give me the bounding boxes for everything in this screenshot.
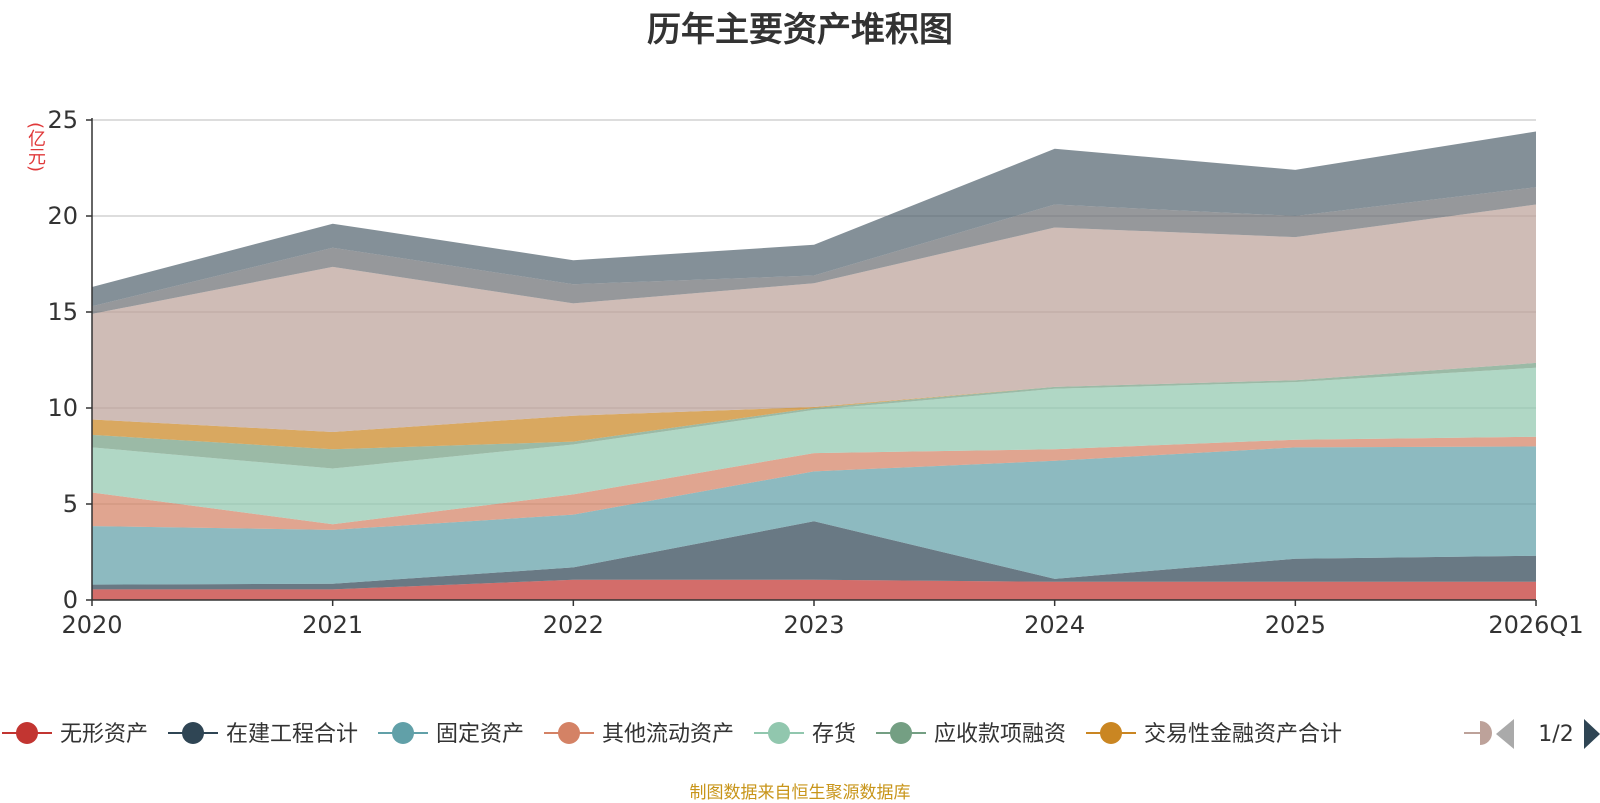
y-tick-label: 10 [47,394,78,422]
legend-label: 固定资产 [436,722,524,747]
y-tick-label: 15 [47,298,78,326]
legend-label: 其他流动资产 [602,722,734,747]
x-tick-label: 2021 [302,611,363,639]
legend-item[interactable]: 在建工程合计 [168,722,358,747]
legend-marker [392,722,414,744]
legend-item[interactable]: 存货 [754,722,856,747]
area-series-2 [92,446,1536,585]
legend-label: 应收款项融资 [934,722,1066,747]
area-series-8 [92,187,1536,314]
area-series-0 [92,579,1536,600]
area-series-3 [92,436,1536,530]
legend-item[interactable]: 无形资产 [2,722,148,747]
legend-marker [768,722,790,744]
area-series-6 [92,362,1536,450]
legend-marker [1100,722,1122,744]
area-series-9 [92,131,1536,307]
area-series-5 [92,362,1536,469]
x-tick-label: 2025 [1265,611,1326,639]
legend-item[interactable]: 交易性金融资产合计 [1086,722,1342,747]
area-series-4 [92,367,1536,525]
legend-marker [182,722,204,744]
legend-marker [558,722,580,744]
legend: 无形资产 在建工程合计 固定资产 其他流动资产 存货 应收款项融资 交易性金融资产合计 1/2 [2,719,1600,749]
x-tick-label: 2022 [543,611,604,639]
x-tick-label: 2020 [61,611,122,639]
area-series-1 [92,521,1536,590]
y-axis-unit-label: (亿元) [25,122,46,173]
legend-item[interactable]: 固定资产 [378,722,524,747]
legend-label: 存货 [812,722,856,747]
legend-label: 无形资产 [60,722,148,747]
chart-title: 历年主要资产堆积图 [647,10,953,50]
legend-item[interactable]: 应收款项融资 [876,722,1066,747]
legend-marker [16,722,38,744]
legend-prev-page-icon[interactable] [1496,719,1514,749]
legend-marker [1480,721,1492,745]
x-tick-label: 2024 [1024,611,1085,639]
legend-next-page-icon[interactable] [1584,719,1600,749]
legend-label: 在建工程合计 [226,722,358,747]
legend-label: 交易性金融资产合计 [1144,722,1342,747]
area-series-7 [92,204,1536,432]
y-tick-label: 20 [47,202,78,230]
x-tick-label: 2026Q1 [1488,611,1583,639]
y-tick-label: 25 [47,106,78,134]
area-series-group [92,131,1536,600]
x-tick-label: 2023 [783,611,844,639]
legend-item[interactable]: 其他流动资产 [544,722,734,747]
source-note: 制图数据来自恒生聚源数据库 [689,783,911,803]
legend-item-partial[interactable] [1464,721,1492,745]
y-tick-label: 5 [63,490,78,518]
legend-marker [890,722,912,744]
legend-page-indicator: 1/2 [1538,722,1573,747]
y-tick-label: 0 [63,586,78,614]
